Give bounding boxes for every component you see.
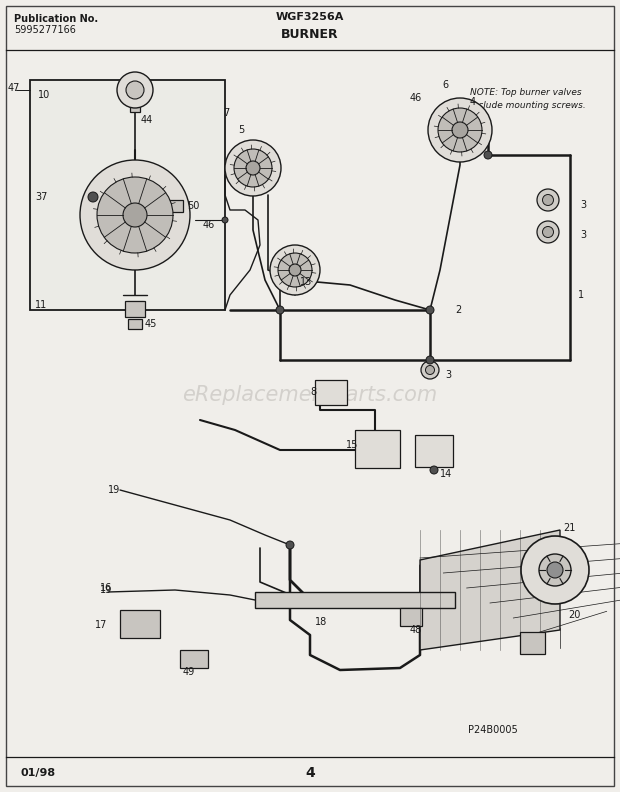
Text: 3: 3 [580,230,586,240]
Text: 5: 5 [238,125,244,135]
Text: 20: 20 [568,610,580,620]
Circle shape [117,72,153,108]
Text: 10: 10 [38,90,50,100]
Bar [415,435,453,467]
Circle shape [537,189,559,211]
Circle shape [542,227,554,238]
Text: 21: 21 [563,523,575,533]
Text: 46: 46 [410,93,422,103]
Text: NOTE: Top burner valves
include mounting screws.: NOTE: Top burner valves include mounting… [470,88,586,109]
Text: 17: 17 [95,620,107,630]
Circle shape [270,245,320,295]
Text: P24B0005: P24B0005 [468,725,518,735]
Text: 8: 8 [310,387,316,397]
Circle shape [438,108,482,152]
Text: Publication No.: Publication No. [14,14,98,24]
Text: 3: 3 [580,200,586,210]
Circle shape [426,306,434,314]
Text: 4: 4 [305,766,315,780]
Circle shape [428,98,492,162]
Circle shape [521,536,589,604]
Circle shape [276,306,284,314]
Circle shape [425,365,435,375]
Text: 6: 6 [442,80,448,90]
Text: 15: 15 [346,440,358,450]
Bar [120,610,160,638]
Circle shape [289,264,301,276]
Bar [130,98,140,112]
Circle shape [126,81,144,99]
Text: 1: 1 [578,290,584,300]
Text: 01/98: 01/98 [20,768,55,778]
Text: 5995277166: 5995277166 [14,25,76,35]
Circle shape [234,149,272,187]
Bar [167,200,183,212]
Circle shape [547,562,563,578]
Circle shape [225,140,281,196]
Circle shape [80,160,190,270]
Circle shape [278,253,312,287]
Text: 48: 48 [410,625,422,635]
Circle shape [97,177,173,253]
Circle shape [537,221,559,243]
Circle shape [222,217,228,223]
Text: 4: 4 [470,97,476,107]
Circle shape [88,192,98,202]
Text: 18: 18 [315,617,327,627]
Circle shape [430,466,438,474]
Text: 2: 2 [455,305,461,315]
Bar [520,632,545,654]
Text: 11: 11 [35,300,47,310]
Text: 14: 14 [440,469,452,479]
Text: 47: 47 [8,83,20,93]
Bar [400,608,422,626]
Bar [128,319,142,329]
Text: 19: 19 [100,585,112,595]
Text: 45: 45 [145,319,157,329]
Circle shape [246,161,260,175]
Circle shape [286,541,294,549]
Circle shape [542,195,554,205]
Text: eReplacementParts.com: eReplacementParts.com [182,385,438,405]
Text: WGF3256A: WGF3256A [276,12,344,22]
Text: BURNER: BURNER [281,28,339,41]
Text: 37: 37 [35,192,47,202]
Circle shape [484,151,492,159]
Bar [315,380,347,405]
Circle shape [452,122,468,138]
Text: 13: 13 [300,277,312,287]
Bar [125,301,145,317]
Circle shape [421,361,439,379]
Bar [355,430,400,468]
Bar [30,80,225,310]
Circle shape [123,203,147,227]
Text: 44: 44 [141,115,153,125]
Text: 49: 49 [183,667,195,677]
Text: 46: 46 [203,220,215,230]
Text: 50: 50 [187,201,200,211]
Circle shape [426,356,434,364]
Bar [255,592,455,608]
Text: 7: 7 [223,108,229,118]
Text: 16: 16 [100,583,112,593]
Polygon shape [420,530,560,650]
Circle shape [539,554,571,586]
Text: 19: 19 [108,485,120,495]
Bar [180,650,208,668]
Text: 3: 3 [445,370,451,380]
